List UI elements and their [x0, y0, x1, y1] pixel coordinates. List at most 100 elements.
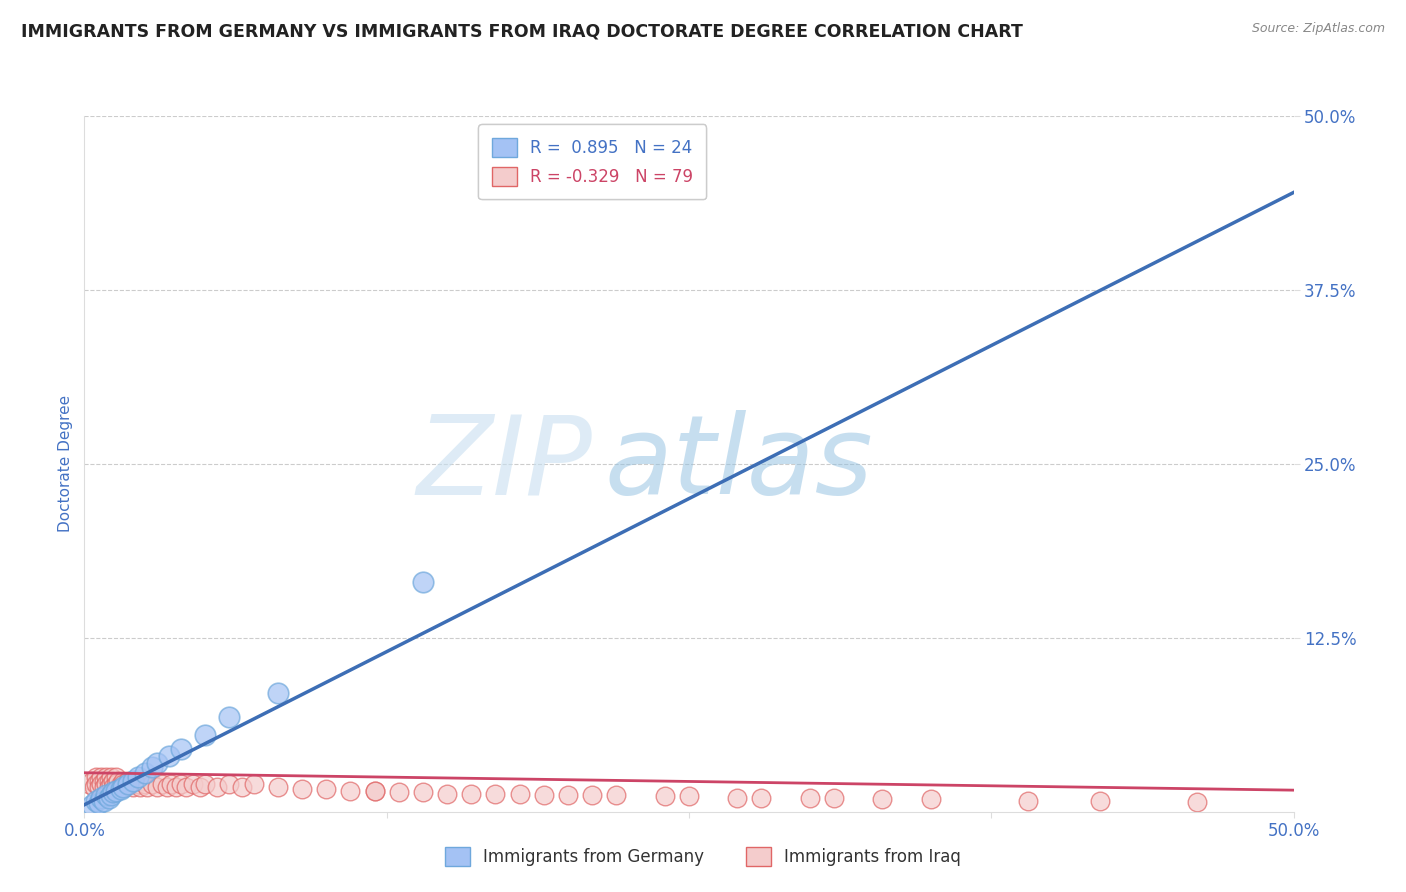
Point	[678, 789, 700, 804]
Point	[97, 780, 120, 794]
Point	[104, 777, 127, 791]
Point	[104, 770, 127, 784]
Point	[231, 780, 253, 794]
Point	[557, 788, 579, 802]
Point	[581, 788, 603, 802]
Point	[120, 777, 142, 791]
Point	[87, 780, 110, 794]
Point	[86, 794, 108, 808]
Point	[127, 777, 149, 791]
Point	[94, 788, 117, 802]
Point	[103, 780, 125, 794]
Point	[725, 790, 748, 805]
Point	[117, 774, 139, 789]
Point	[121, 774, 143, 789]
Point	[1185, 795, 1208, 809]
Point	[194, 728, 217, 742]
Point	[315, 782, 337, 797]
Point	[112, 777, 135, 791]
Point	[93, 794, 115, 808]
Point	[160, 777, 183, 791]
Point	[533, 788, 555, 802]
Point	[242, 777, 264, 791]
Point	[194, 777, 217, 791]
Text: Source: ZipAtlas.com: Source: ZipAtlas.com	[1251, 22, 1385, 36]
Text: atlas: atlas	[605, 410, 873, 517]
Point	[823, 790, 845, 805]
Point	[129, 780, 152, 794]
Point	[218, 710, 240, 724]
Point	[388, 785, 411, 799]
Text: IMMIGRANTS FROM GERMANY VS IMMIGRANTS FROM IRAQ DOCTORATE DEGREE CORRELATION CHA: IMMIGRANTS FROM GERMANY VS IMMIGRANTS FR…	[21, 22, 1024, 40]
Text: ZIP: ZIP	[416, 410, 592, 517]
Point	[127, 770, 149, 784]
Point	[799, 790, 821, 805]
Legend: Immigrants from Germany, Immigrants from Iraq: Immigrants from Germany, Immigrants from…	[436, 838, 970, 875]
Point	[90, 790, 112, 805]
Point	[104, 784, 127, 798]
Point	[141, 777, 163, 791]
Point	[131, 774, 153, 789]
Point	[110, 777, 132, 791]
Point	[1088, 794, 1111, 808]
Point	[93, 774, 115, 789]
Point	[170, 777, 193, 791]
Point	[339, 784, 361, 798]
Point	[134, 765, 156, 780]
Point	[605, 788, 627, 802]
Point	[181, 777, 204, 791]
Point	[97, 774, 120, 789]
Point	[86, 777, 108, 791]
Legend: R =  0.895   N = 24, R = -0.329   N = 79: R = 0.895 N = 24, R = -0.329 N = 79	[478, 124, 706, 200]
Point	[121, 780, 143, 794]
Point	[920, 792, 942, 806]
Point	[94, 770, 117, 784]
Point	[190, 780, 212, 794]
Point	[146, 756, 169, 770]
Point	[170, 742, 193, 756]
Point	[80, 774, 103, 789]
Point	[157, 749, 180, 764]
Point	[87, 774, 110, 789]
Point	[114, 780, 136, 794]
Point	[218, 777, 240, 791]
Point	[141, 760, 163, 774]
Point	[363, 784, 385, 798]
Point	[751, 790, 773, 805]
Point	[110, 780, 132, 794]
Point	[136, 780, 159, 794]
Point	[150, 777, 173, 791]
Point	[146, 780, 169, 794]
Point	[484, 787, 506, 801]
Point	[107, 780, 129, 794]
Y-axis label: Doctorate Degree: Doctorate Degree	[58, 395, 73, 533]
Point	[1017, 794, 1039, 808]
Point	[83, 780, 105, 794]
Point	[112, 780, 135, 794]
Point	[363, 784, 385, 798]
Point	[155, 780, 177, 794]
Point	[654, 789, 676, 804]
Point	[165, 780, 187, 794]
Point	[100, 777, 122, 791]
Point	[77, 777, 100, 791]
Point	[94, 777, 117, 791]
Point	[87, 797, 110, 811]
Point	[412, 575, 434, 590]
Point	[134, 777, 156, 791]
Point	[93, 780, 115, 794]
Point	[291, 782, 314, 797]
Point	[412, 785, 434, 799]
Point	[267, 780, 290, 794]
Point	[86, 770, 108, 784]
Point	[100, 770, 122, 784]
Point	[107, 774, 129, 789]
Point	[509, 787, 531, 801]
Point	[100, 788, 122, 802]
Point	[267, 686, 290, 700]
Point	[110, 782, 132, 797]
Point	[124, 774, 146, 789]
Point	[103, 774, 125, 789]
Point	[436, 787, 458, 801]
Point	[80, 797, 103, 812]
